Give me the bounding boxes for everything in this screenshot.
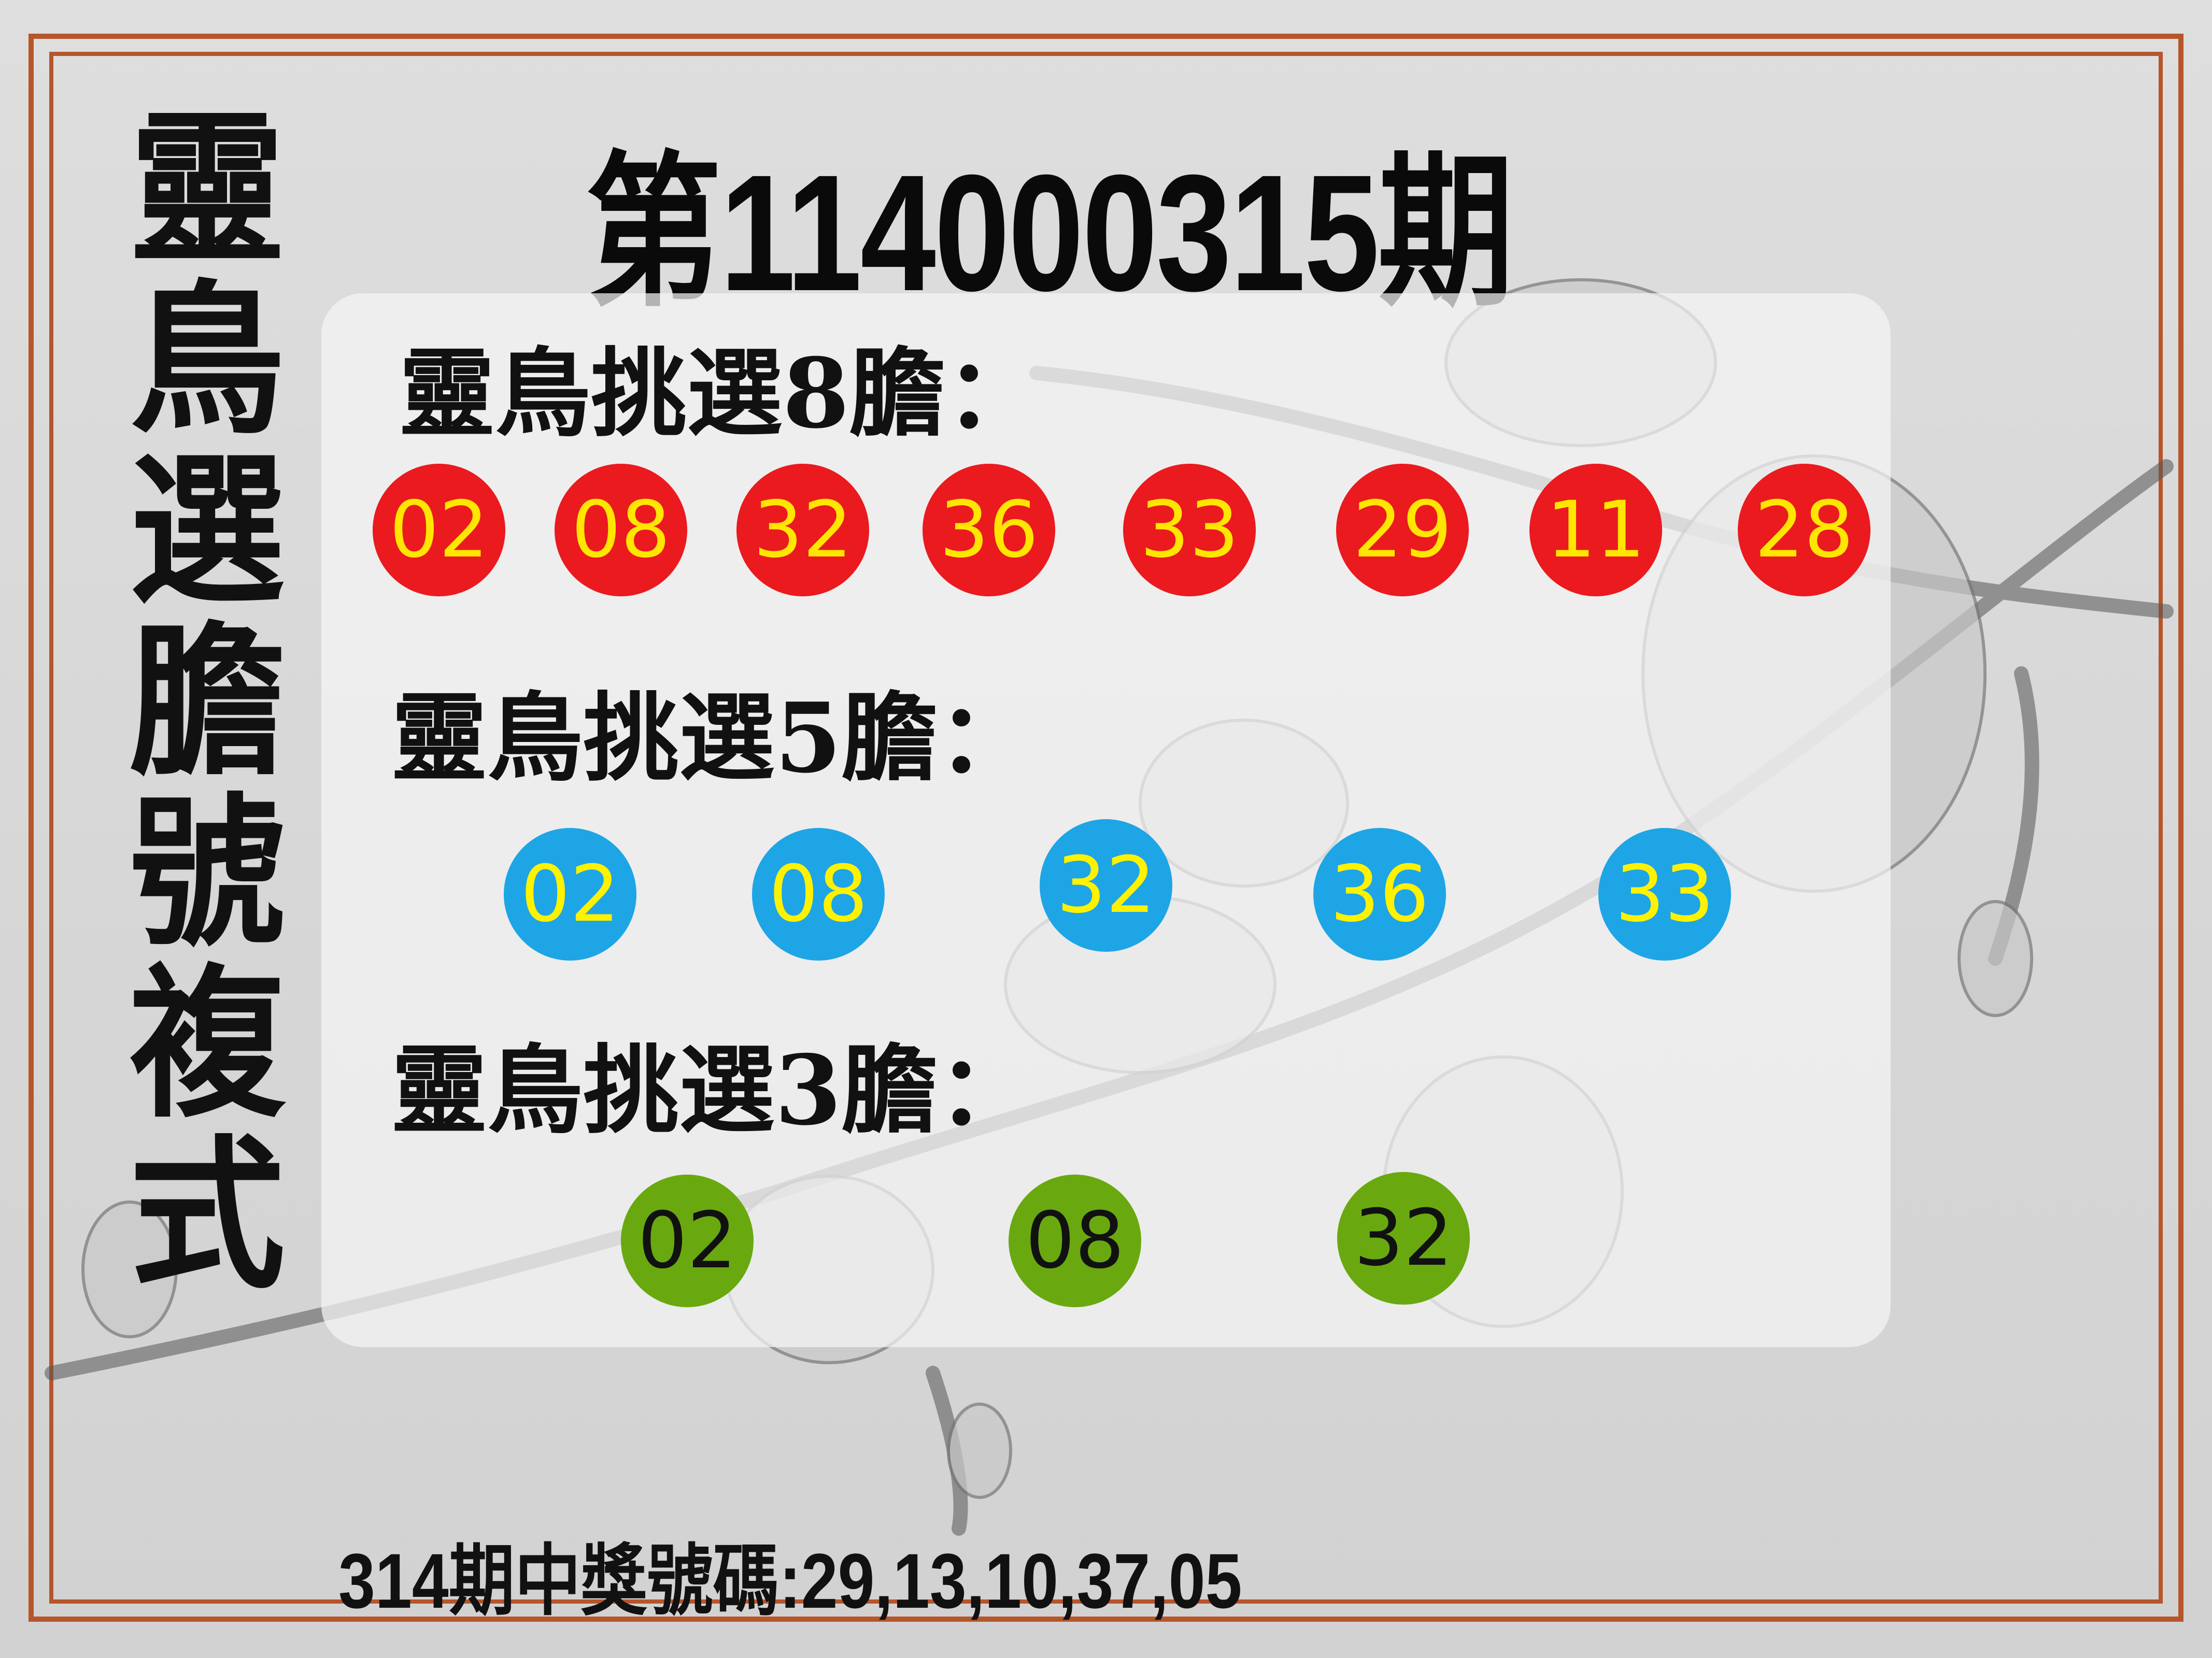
number-ball: 02: [621, 1175, 754, 1307]
number-ball: 33: [1123, 464, 1256, 596]
vertical-title-char: 式: [130, 1119, 285, 1311]
outer-frame: [29, 34, 2183, 1622]
vertical-title-char: 號: [130, 777, 285, 969]
vertical-title-char: 膽: [130, 606, 285, 798]
number-ball: 08: [1009, 1175, 1141, 1307]
vertical-title-char: 複: [130, 948, 285, 1140]
number-ball: 02: [504, 828, 636, 961]
previous-winning-numbers: 314期中獎號碼:29,13,10,37,05: [338, 1537, 1242, 1624]
number-ball: 36: [923, 464, 1055, 596]
section-heading-3: 靈鳥挑選3膽：: [391, 1034, 1033, 1147]
number-ball: 32: [1040, 819, 1172, 952]
section-heading-5: 靈鳥挑選5膽：: [391, 681, 1033, 794]
number-ball: 11: [1529, 464, 1662, 596]
vertical-title: 靈 鳥 選 膽 號 複 式: [130, 99, 285, 1304]
number-ball: 08: [555, 464, 687, 596]
vertical-title-char: 鳥: [130, 264, 285, 456]
number-ball: 28: [1738, 464, 1870, 596]
number-ball: 33: [1598, 828, 1731, 961]
number-ball: 08: [752, 828, 885, 961]
number-ball: 32: [1337, 1172, 1470, 1305]
number-ball: 02: [373, 464, 505, 596]
number-ball: 32: [736, 464, 869, 596]
vertical-title-char: 選: [130, 435, 285, 627]
number-ball: 29: [1336, 464, 1469, 596]
section-heading-8: 靈鳥挑選8膽：: [399, 337, 1041, 450]
inner-frame: [49, 52, 2163, 1604]
vertical-title-char: 靈: [130, 93, 285, 285]
number-ball: 36: [1313, 828, 1446, 961]
